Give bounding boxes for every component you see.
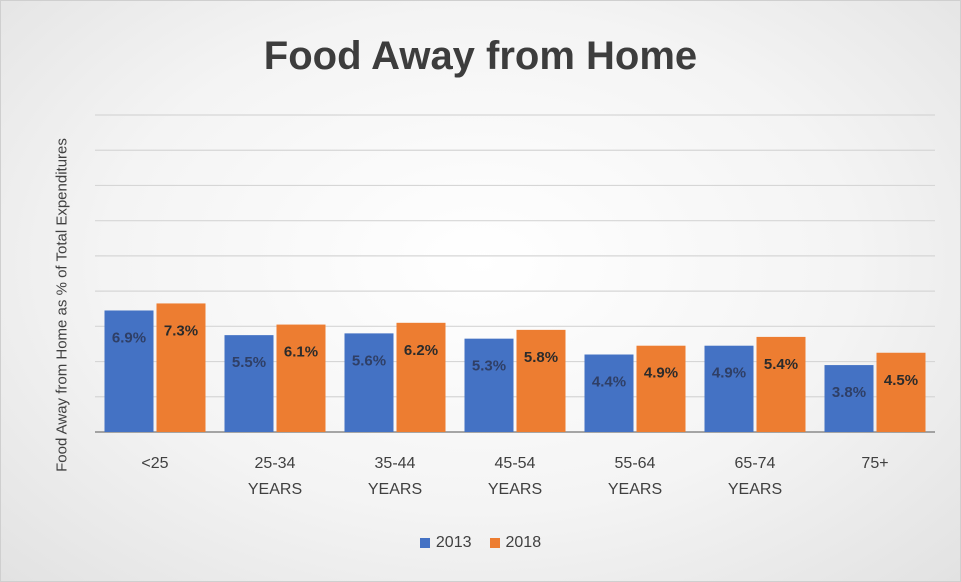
chart-title: Food Away from Home	[263, 34, 698, 78]
x-tick-label-4-line1: YEARS	[608, 481, 662, 498]
x-tick-label-3-line0: 45-54	[495, 455, 536, 472]
data-label-2013-6: 3.8%	[832, 384, 866, 401]
bar-2013-1	[224, 335, 274, 432]
bar-2018-3	[516, 329, 566, 432]
x-tick-label-1-line0: 25-34	[255, 455, 296, 472]
legend-item-2013: 2013	[419, 534, 472, 552]
legend-swatch-2018	[489, 538, 500, 548]
bar-2013-2	[344, 333, 394, 432]
x-tick-labels: <25 25-34 YEARS 35-44 YEARS 45-54 YEARS 55-64 YE…	[141, 455, 888, 498]
legend-label-2013: 2013	[435, 534, 472, 551]
bar-2018-5	[756, 336, 806, 432]
data-labels: 6.9% 7.3% 5.5% 6.1% 5.6% 6.2% 5.3% 5.8% 4.4% 4.9%…	[112, 322, 918, 401]
bar-2013-5	[704, 345, 754, 432]
data-label-2018-6: 4.5%	[884, 372, 918, 389]
data-label-2018-4: 4.9%	[644, 365, 678, 382]
x-tick-label-2-line1: YEARS	[368, 481, 422, 498]
bar-2018-4	[636, 345, 686, 432]
legend-swatch-2013	[419, 538, 430, 548]
bar-2018-6	[876, 352, 926, 432]
x-tick-label-0-line0: <25	[141, 455, 168, 472]
data-label-2013-1: 5.5%	[232, 354, 266, 371]
data-label-2018-5: 5.4%	[764, 356, 798, 373]
data-label-2013-3: 5.3%	[472, 358, 506, 375]
bar-2013-0	[104, 310, 154, 432]
data-label-2013-4: 4.4%	[592, 374, 626, 391]
bars	[104, 303, 926, 432]
bar-2018-0	[156, 303, 206, 432]
bar-2013-3	[464, 338, 514, 432]
x-tick-label-4-line0: 55-64	[615, 455, 656, 472]
bar-2018-1	[276, 324, 326, 432]
legend-label-2018: 2018	[505, 534, 542, 551]
x-tick-label-5-line1: YEARS	[728, 481, 782, 498]
legend-item-2018: 2018	[489, 534, 542, 552]
data-label-2013-0: 6.9%	[112, 329, 146, 346]
bar-2013-4	[584, 354, 634, 432]
data-label-2018-0: 7.3%	[164, 322, 198, 339]
data-label-2013-5: 4.9%	[712, 365, 746, 382]
legend: 2013 2018	[0, 534, 961, 552]
bar-2018-2	[396, 322, 446, 432]
x-tick-label-1-line1: YEARS	[248, 481, 302, 498]
x-tick-label-5-line0: 65-74	[735, 455, 776, 472]
x-tick-label-3-line1: YEARS	[488, 481, 542, 498]
data-label-2013-2: 5.6%	[352, 352, 386, 369]
bar-2013-6	[824, 365, 874, 432]
data-label-2018-3: 5.8%	[524, 349, 558, 366]
x-tick-label-6-line0: 75+	[861, 455, 888, 472]
data-label-2018-1: 6.1%	[284, 344, 318, 361]
gridlines	[95, 114, 935, 433]
x-tick-label-2-line0: 35-44	[375, 455, 416, 472]
data-label-2018-2: 6.2%	[404, 342, 438, 359]
